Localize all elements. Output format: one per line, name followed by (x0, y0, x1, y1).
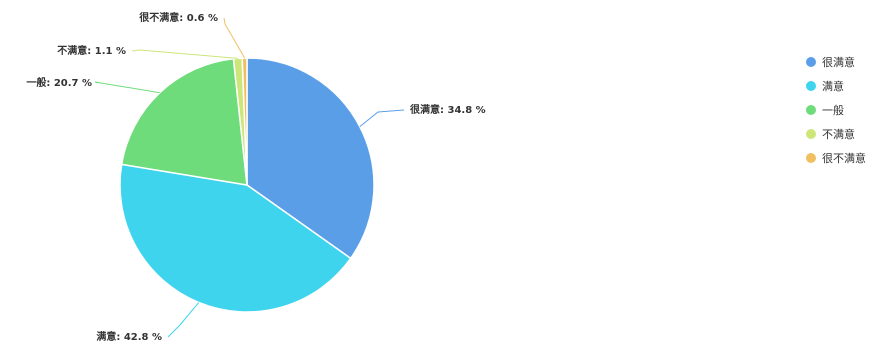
legend-label: 满意 (822, 79, 844, 93)
legend-label: 很不满意 (822, 151, 866, 165)
legend-label: 不满意 (822, 127, 855, 141)
legend-label: 一般 (822, 104, 844, 117)
legend-marker (806, 57, 816, 67)
legend-item[interactable]: 一般 (806, 104, 844, 117)
leader-line (360, 110, 404, 127)
slice-label: 一般: 20.7 % (26, 76, 92, 89)
legend-item[interactable]: 很满意 (806, 55, 855, 69)
pie-slices (120, 58, 374, 312)
slice-label: 不满意: 1.1 % (57, 44, 126, 57)
legend-marker (806, 105, 816, 115)
legend-marker (806, 81, 816, 91)
leader-line (224, 18, 245, 58)
leader-line (132, 50, 238, 58)
pie-slice (122, 59, 247, 185)
slice-label: 很满意: 34.8 % (409, 103, 486, 116)
legend-item[interactable]: 不满意 (806, 127, 855, 141)
slice-label: 很不满意: 0.6 % (138, 11, 218, 24)
legend-item[interactable]: 满意 (806, 79, 844, 93)
legend-marker (806, 129, 816, 139)
slice-label: 满意: 42.8 % (96, 330, 162, 343)
legend-item[interactable]: 很不满意 (806, 151, 866, 165)
legend-label: 很满意 (822, 55, 855, 69)
leader-line (168, 302, 199, 337)
legend-marker (806, 153, 816, 163)
leader-line (95, 82, 160, 93)
